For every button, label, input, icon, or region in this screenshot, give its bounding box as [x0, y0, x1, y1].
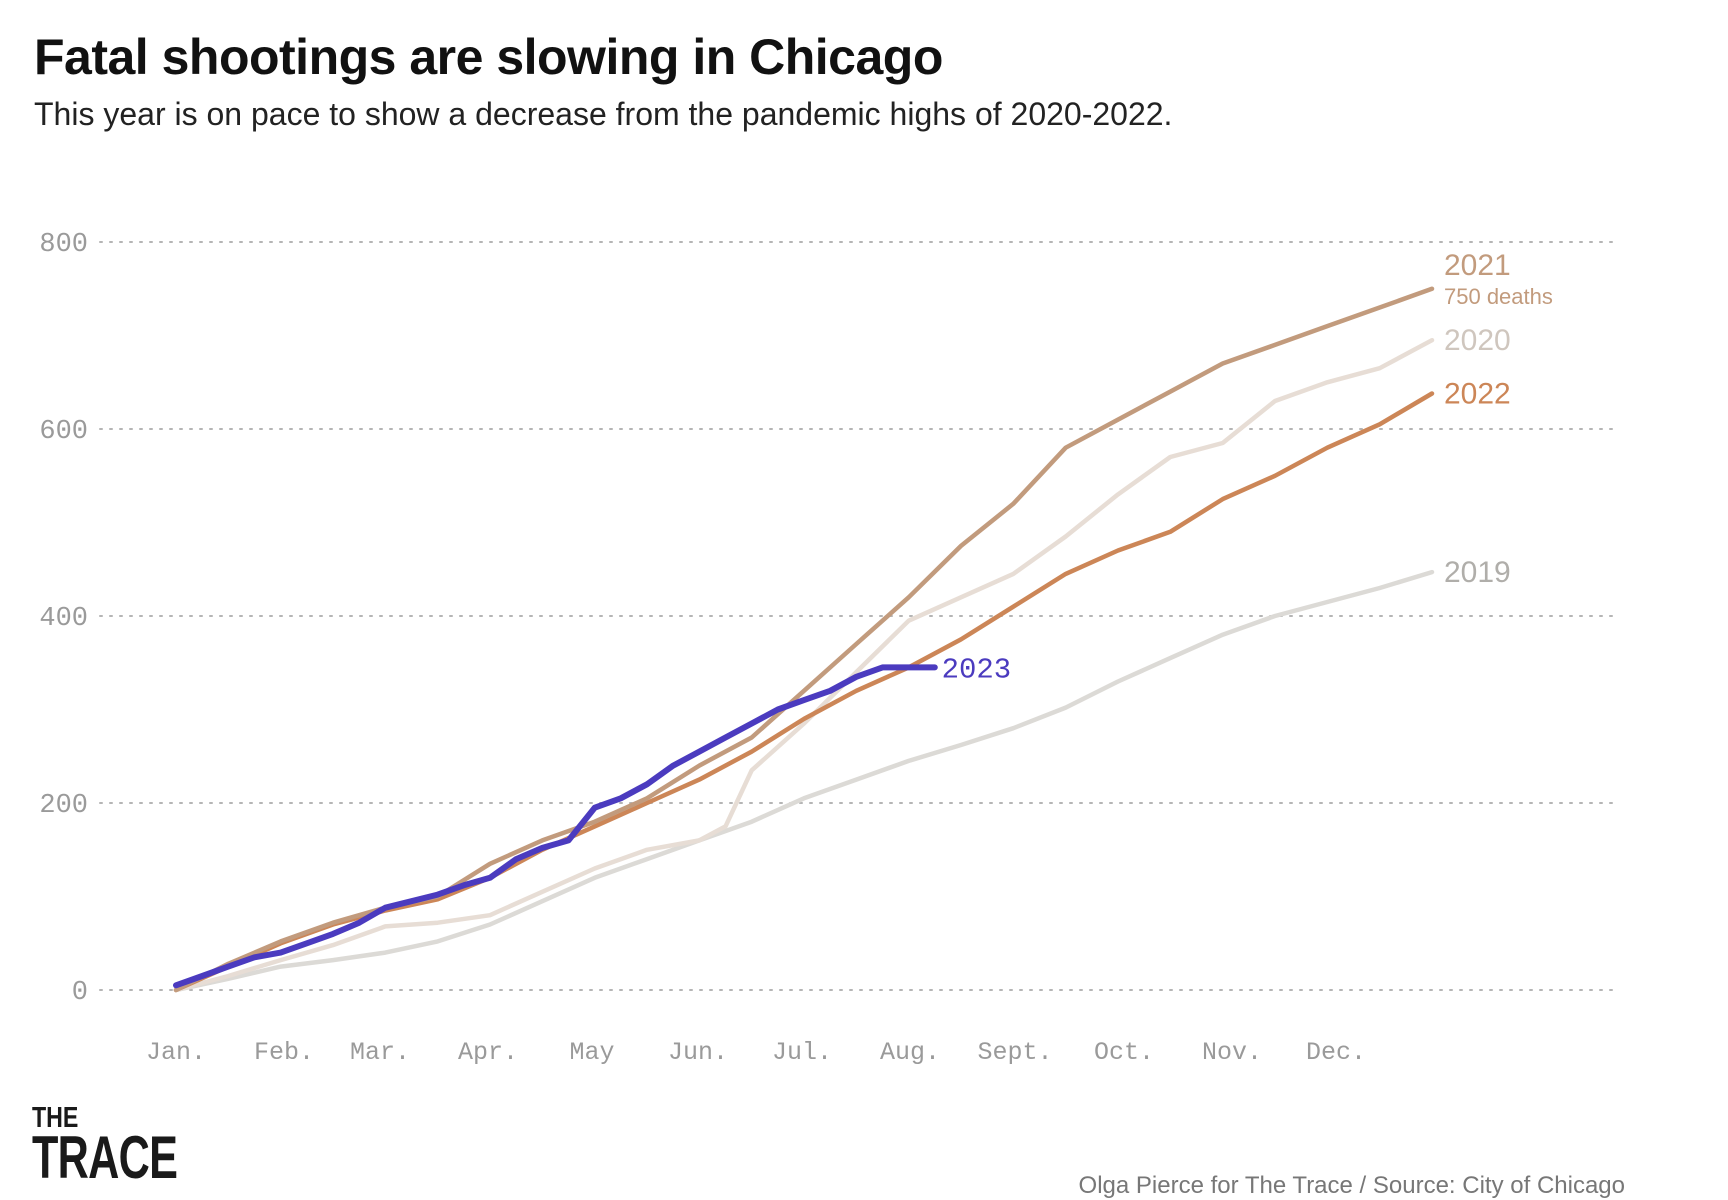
series-line-2023 — [173, 664, 938, 989]
the-trace-logo: THE TRACE — [32, 1102, 234, 1192]
series-label-2020: 2020 — [1444, 324, 1511, 357]
series-line-2021 — [173, 286, 1435, 993]
x-tick-label: Jan. — [146, 1038, 206, 1067]
chart-subtitle: This year is on pace to show a decrease … — [34, 96, 1173, 132]
x-tick-label: Mar. — [350, 1038, 410, 1067]
x-tick-label: Sept. — [977, 1038, 1052, 1067]
x-tick-label: Aug. — [880, 1038, 940, 1067]
x-tick-label: Nov. — [1202, 1038, 1262, 1067]
series-lines — [173, 286, 1435, 993]
x-tick-label: Jul. — [772, 1038, 832, 1067]
series-label-2019: 2019 — [1444, 556, 1511, 589]
series-line-2019 — [173, 569, 1435, 993]
logo-main-text: TRACE — [32, 1124, 178, 1192]
x-tick-label: May — [569, 1038, 614, 1067]
series-line-2020 — [173, 337, 1435, 993]
series-label-2022: 2022 — [1444, 377, 1511, 410]
series-note-2021: 750 deaths — [1444, 284, 1553, 309]
x-axis: Jan. Feb. Mar. Apr. May Jun. Jul. Aug. Sept. Oct.… — [146, 1038, 1366, 1067]
source-credit: Olga Pierce for The Trace / Source: City… — [1078, 1172, 1625, 1199]
x-tick-label: Feb. — [254, 1038, 314, 1067]
x-tick-label: Apr. — [458, 1038, 518, 1067]
y-tick-label: 600 — [39, 417, 88, 447]
series-label-2023: 2023 — [942, 653, 1012, 686]
x-tick-label: Jun. — [668, 1038, 728, 1067]
y-tick-label: 0 — [72, 978, 88, 1008]
gridlines: 0 200 400 600 800 — [39, 230, 1621, 1008]
chart-title: Fatal shootings are slowing in Chicago — [34, 29, 943, 85]
y-tick-label: 200 — [39, 791, 88, 821]
y-tick-label: 400 — [39, 604, 88, 634]
x-tick-label: Dec. — [1306, 1038, 1366, 1067]
x-tick-label: Oct. — [1094, 1038, 1154, 1067]
series-label-2021: 2021 — [1444, 249, 1511, 282]
y-tick-label: 800 — [39, 230, 88, 260]
logo-top-text: THE — [32, 1102, 79, 1134]
